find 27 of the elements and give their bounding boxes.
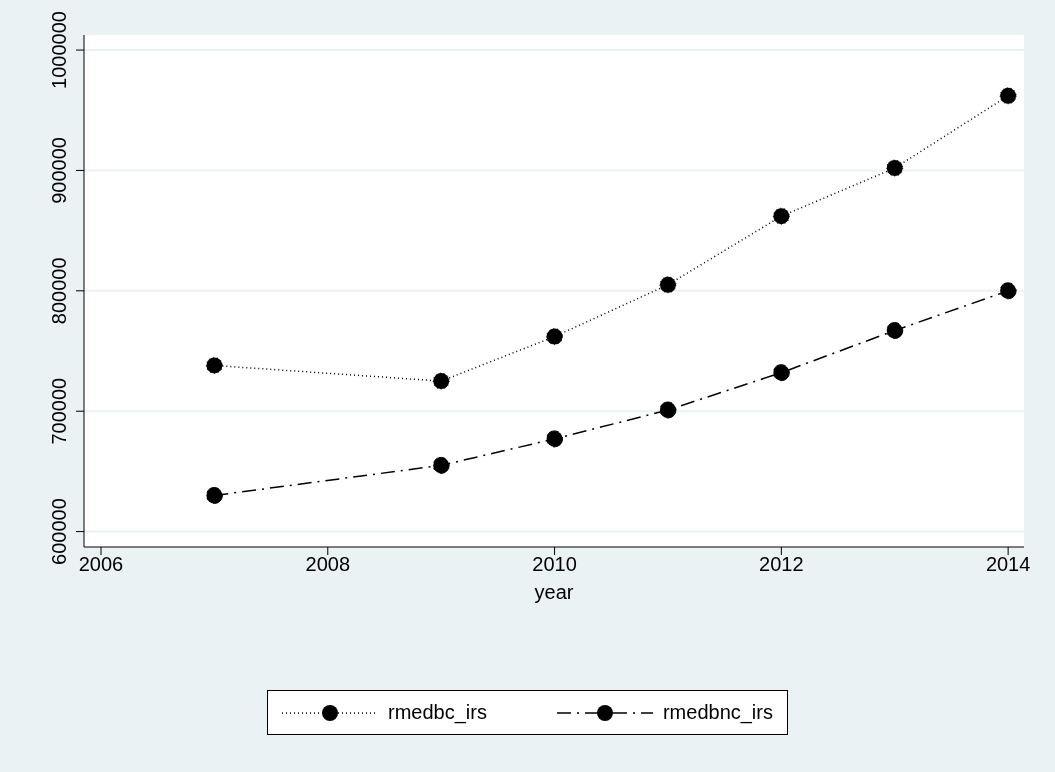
x-tick-label: 2012 <box>759 553 804 576</box>
y-tick-label: 700000 <box>48 377 70 445</box>
x-tick-label: 2008 <box>305 553 351 576</box>
point <box>205 356 223 374</box>
y-tick-label: 800000 <box>48 257 70 325</box>
point <box>546 430 564 448</box>
point <box>886 159 904 177</box>
x-tick-label: 2006 <box>78 553 124 576</box>
x-axis-title: year <box>534 581 574 603</box>
x-tick-label: 2010 <box>532 553 577 576</box>
point <box>432 456 450 474</box>
point <box>659 276 677 294</box>
point <box>432 372 450 390</box>
y-tick-label: 600000 <box>48 498 70 565</box>
point <box>546 328 564 346</box>
legend-label: rmedbnc_irs <box>662 701 773 724</box>
point <box>772 207 790 225</box>
point <box>772 364 790 382</box>
point <box>886 322 904 340</box>
legend-label: rmedbc_irs <box>388 701 487 724</box>
point <box>999 282 1017 300</box>
point <box>205 486 223 504</box>
y-tick-label: 1000000 <box>48 11 70 89</box>
x-tick-label: 2014 <box>985 553 1031 576</box>
y-tick-label: 900000 <box>48 137 70 204</box>
point <box>999 87 1017 105</box>
point <box>659 401 677 419</box>
